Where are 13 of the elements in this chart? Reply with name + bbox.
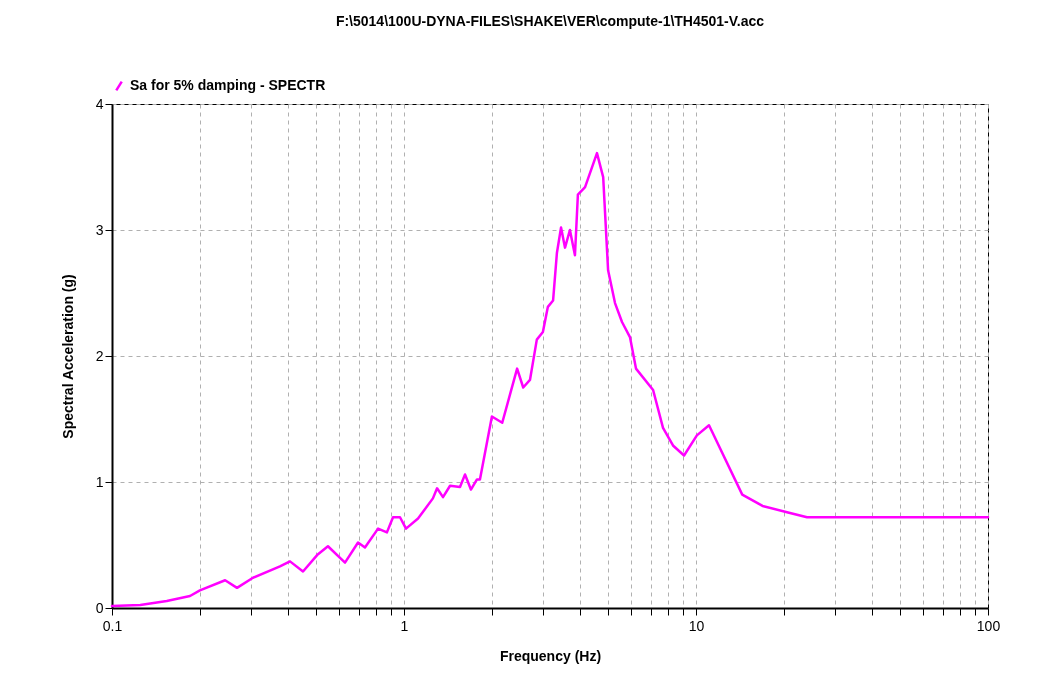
y-tick-label: 0 xyxy=(95,599,104,616)
y-tick-label: 3 xyxy=(95,221,104,238)
y-tick-label: 4 xyxy=(95,95,104,112)
x-tick-label: 100 xyxy=(976,617,1001,634)
legend-label: Sa for 5% damping - SPECTR xyxy=(130,77,326,93)
x-axis-title: Frequency (Hz) xyxy=(499,647,602,664)
x-tick-label: 0.1 xyxy=(102,617,123,634)
y-tick-label: 1 xyxy=(95,473,104,490)
y-axis-title: Spectral Acceleration (g) xyxy=(59,274,76,439)
chart-title: F:\5014\100U-DYNA-FILES\SHAKE\VER\compute-1\TH4501-V.acc xyxy=(335,13,765,29)
x-tick-label: 10 xyxy=(688,617,705,634)
y-tick-label: 2 xyxy=(95,347,104,364)
x-tick-label: 1 xyxy=(400,617,409,634)
